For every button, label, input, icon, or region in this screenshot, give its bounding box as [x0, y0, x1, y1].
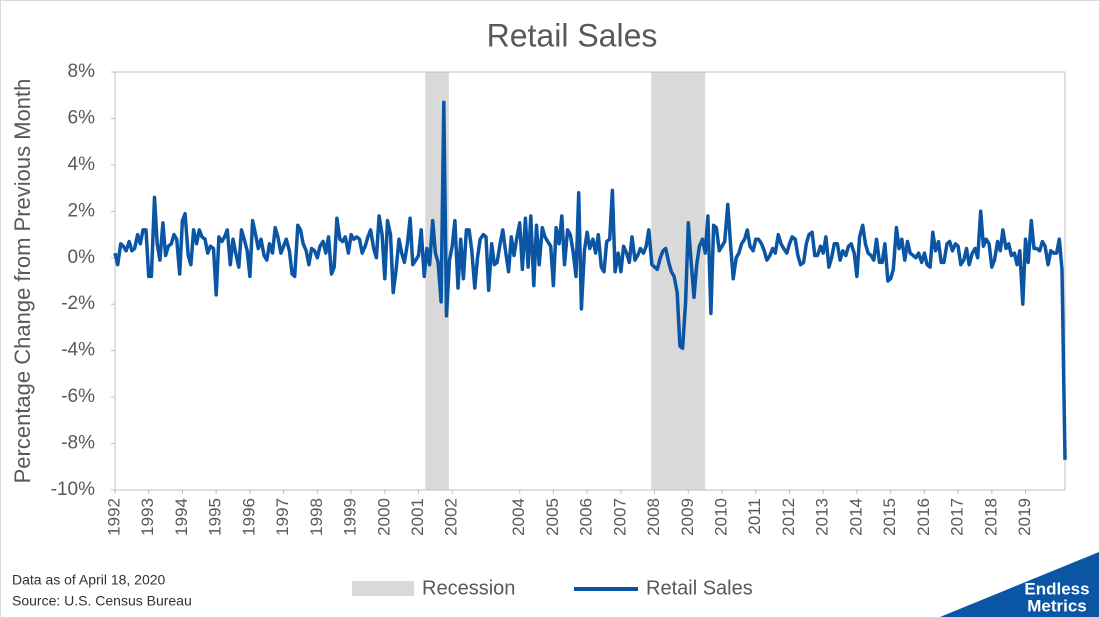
x-tick-label: 2010 — [712, 498, 731, 536]
x-tick-label: 1997 — [273, 498, 292, 536]
logo-text: Metrics — [1027, 596, 1087, 615]
y-tick-label: 0% — [68, 247, 96, 268]
x-tick-label: 2000 — [374, 498, 393, 536]
x-tick-label: 1998 — [307, 498, 326, 536]
y-tick-label: -2% — [61, 293, 95, 314]
x-tick-label: 1992 — [104, 498, 123, 536]
x-tick-label: 2015 — [880, 498, 899, 536]
series-line — [113, 100, 1067, 460]
legend-label: Retail Sales — [646, 577, 753, 599]
x-tick-label: 1996 — [239, 498, 258, 536]
x-tick-label: 2013 — [813, 498, 832, 536]
plot-frame — [114, 71, 1066, 491]
x-tick-label: 2001 — [408, 498, 427, 536]
y-tick-label: -6% — [61, 386, 95, 407]
x-tick-label: 2016 — [914, 498, 933, 536]
note: Source: U.S. Census Bureau — [12, 593, 192, 609]
note: Data as of April 18, 2020 — [12, 572, 166, 588]
x-tick-label: 2017 — [948, 498, 967, 536]
y-tick-label: 6% — [68, 107, 96, 128]
logo-text: Endless — [1024, 579, 1089, 598]
x-tick-label: 2018 — [981, 498, 1000, 536]
y-axis-label: Percentage Change from Previous Month — [10, 79, 35, 484]
x-tick-label: 2008 — [644, 498, 663, 536]
x-tick-label: 2005 — [543, 498, 562, 536]
x-tick-label: 2007 — [610, 498, 629, 536]
x-tick-label: 2019 — [1015, 498, 1034, 536]
legend-swatch — [352, 581, 414, 596]
y-tick-label: -10% — [51, 479, 95, 500]
legend-label: Recession — [422, 577, 515, 599]
x-tick-label: 2011 — [745, 498, 764, 535]
x-tick-label: 2006 — [577, 498, 596, 536]
chart-title: Retail Sales — [487, 17, 658, 53]
x-tick-label: 1999 — [341, 498, 360, 536]
x-tick-label: 2014 — [846, 498, 865, 536]
x-tick-label: 2012 — [779, 498, 798, 536]
y-tick-label: 8% — [68, 61, 96, 82]
x-tick-label: 2009 — [678, 498, 697, 536]
x-tick-label: 1993 — [138, 498, 157, 536]
logo-shape — [940, 552, 1099, 617]
y-tick-label: 4% — [68, 154, 96, 175]
x-tick-label: 2004 — [509, 498, 528, 536]
x-tick-label: 1995 — [206, 498, 225, 536]
x-tick-label: 1994 — [172, 498, 191, 536]
y-tick-label: -4% — [61, 340, 95, 361]
y-tick-label: 2% — [68, 200, 96, 221]
x-tick-label: 2002 — [442, 498, 461, 536]
y-tick-label: -8% — [61, 433, 95, 454]
